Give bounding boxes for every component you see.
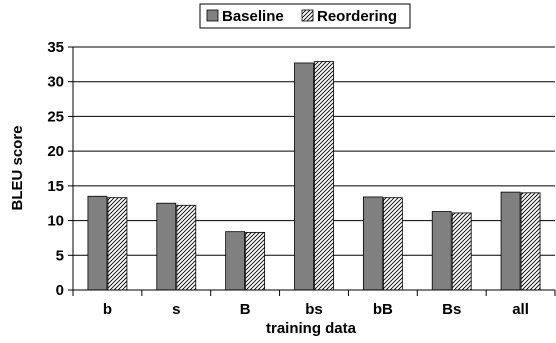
bar-baseline-bs: [294, 62, 314, 291]
bar-reordering-bB: [382, 197, 403, 291]
x-tick-label: B: [240, 301, 251, 318]
x-tick-label: bB: [373, 301, 393, 318]
x-tick-label: s: [172, 301, 180, 318]
y-axis-ticks: 0 5 10 15 20 25 30 35: [47, 39, 73, 299]
y-tick-label: 15: [47, 178, 64, 195]
x-tick-label: bs: [305, 301, 323, 318]
y-tick-label: 30: [47, 74, 64, 91]
bar-baseline-bB: [362, 196, 383, 291]
bars: [87, 61, 541, 291]
legend-swatch-baseline: [206, 9, 219, 22]
bar-baseline-b: [87, 195, 108, 291]
bar-baseline-B: [225, 231, 246, 291]
x-tick-label: all: [512, 301, 529, 318]
bar-baseline-s: [156, 202, 177, 291]
bar-baseline-Bs: [431, 211, 452, 291]
legend-label-baseline: Baseline: [222, 8, 284, 25]
y-tick-label: 20: [47, 143, 64, 160]
y-tick-label: 25: [47, 108, 64, 125]
x-tick-label: Bs: [442, 301, 461, 318]
bar-reordering-all: [520, 192, 541, 291]
bar-baseline-all: [500, 191, 521, 291]
bar-reordering-Bs: [451, 212, 472, 291]
y-tick-label: 5: [56, 247, 64, 264]
y-axis-title: BLEU score: [9, 125, 26, 210]
y-tick-label: 35: [47, 39, 64, 56]
gridlines: [73, 46, 555, 256]
legend-swatch-reordering: [301, 9, 314, 22]
legend-label-reordering: Reordering: [317, 8, 397, 25]
bar-reordering-bs: [314, 61, 334, 291]
bar-reordering-s: [176, 204, 197, 291]
y-tick-label: 10: [47, 213, 64, 230]
y-tick-label: 0: [56, 282, 64, 299]
bar-reordering-b: [107, 197, 128, 291]
x-axis-title: training data: [266, 320, 357, 337]
bar-reordering-B: [245, 231, 266, 291]
legend: Baseline Reordering: [199, 3, 411, 29]
x-tick-label: b: [103, 301, 112, 318]
